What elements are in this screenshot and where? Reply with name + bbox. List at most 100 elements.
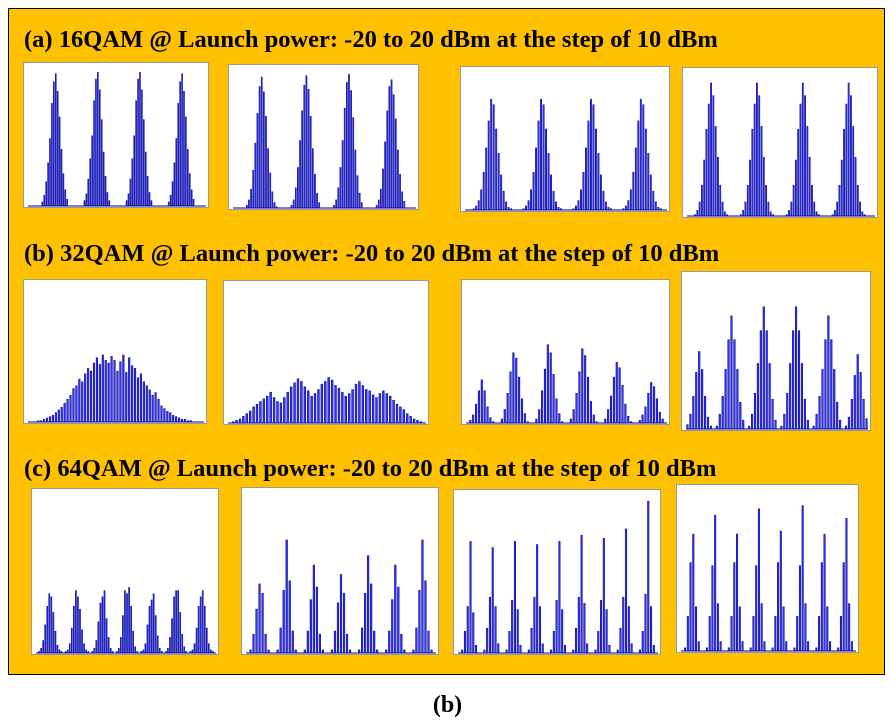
histogram-bar (637, 120, 640, 211)
histogram-bar (324, 381, 327, 424)
histogram-bar (318, 202, 321, 209)
histogram-bar (856, 184, 859, 217)
figure-panel: (a) 16QAM @ Launch power: -20 to 20 dBm … (8, 8, 885, 675)
histogram-bar (742, 419, 745, 430)
histogram-bar (505, 201, 508, 211)
histogram-bar (536, 544, 539, 654)
histogram-bar (267, 649, 270, 654)
histogram-bar (792, 184, 795, 217)
histogram-bar (271, 191, 274, 209)
histogram-bar (549, 352, 552, 424)
histogram-bar (171, 181, 174, 207)
histogram-bar (87, 651, 89, 654)
histogram-bar (92, 362, 96, 423)
histogram-bar (472, 612, 475, 654)
histogram-bar (95, 640, 98, 654)
histogram-bar (545, 128, 547, 211)
histogram-bar (267, 148, 269, 209)
histogram-bar (185, 651, 188, 654)
histogram-bar (335, 199, 338, 209)
histogram-bar (689, 413, 692, 430)
histogram-bar (533, 596, 536, 654)
histogram-bar (361, 627, 364, 654)
histogram-bar (806, 126, 809, 217)
histogram-bar (111, 651, 114, 654)
histogram-bar (344, 395, 347, 424)
histogram-bar (639, 99, 642, 211)
histogram-bar (760, 603, 763, 652)
histogram-bar (154, 615, 157, 654)
histogram-bar (212, 651, 214, 654)
histogram-bar (749, 647, 752, 652)
histogram-bar (180, 419, 184, 423)
histogram-bar (800, 363, 803, 430)
histogram-bar (188, 173, 191, 207)
histogram-bar (527, 200, 530, 211)
histogram-bar (844, 425, 848, 430)
histogram-bar (385, 649, 388, 654)
histogram-bar (77, 596, 79, 654)
histogram-bar (54, 630, 57, 654)
histogram-bar (345, 633, 349, 654)
histogram-bar (250, 188, 252, 209)
histogram-bar (175, 590, 177, 654)
histogram-bar (585, 147, 587, 211)
histogram-bar (56, 644, 59, 654)
histogram-bar (301, 110, 303, 209)
histogram-bar (64, 651, 67, 654)
histogram-bar (120, 637, 122, 654)
histogram-bar (795, 159, 797, 217)
histogram-bar (127, 193, 130, 207)
histogram-bar (337, 187, 340, 209)
histogram-bar (833, 369, 836, 430)
histogram-bar (416, 420, 419, 424)
histogram-bar (624, 205, 627, 211)
histogram-bar (145, 385, 148, 423)
histogram-bar (763, 641, 766, 652)
histogram-svg (681, 505, 856, 652)
histogram-bar (843, 128, 845, 217)
histogram-bar (169, 194, 172, 207)
histogram-bar (99, 89, 101, 207)
histogram-bar (834, 210, 836, 217)
histogram-bar (276, 649, 279, 654)
histogram-bar (578, 371, 581, 424)
histogram-bar (334, 385, 337, 424)
histogram-bar (492, 421, 495, 424)
histogram-bar (733, 562, 736, 652)
histogram-bar (771, 647, 774, 652)
histogram-bar (263, 91, 265, 209)
histogram-bar (753, 103, 756, 217)
histogram-bar (370, 583, 373, 654)
histogram-bar (786, 392, 789, 430)
histogram-bar (644, 406, 647, 424)
histogram-bar (305, 75, 308, 209)
histogram-bar (709, 425, 712, 430)
histogram-bar (303, 649, 306, 654)
histogram-bar (644, 128, 647, 211)
histogram-bar (276, 401, 279, 424)
histogram-bar (461, 649, 464, 654)
histogram-bar (388, 630, 391, 654)
histogram-bar (279, 402, 283, 424)
histogram-bar (380, 188, 382, 209)
histogram-bar (472, 208, 475, 211)
histogram-bar (852, 126, 855, 217)
histogram-bar (166, 411, 169, 423)
histogram-bar (695, 372, 698, 430)
histogram-bar (599, 174, 602, 211)
histogram-bar (829, 641, 832, 652)
histogram-bar (141, 89, 143, 207)
histogram-bar (602, 190, 605, 211)
histogram-bar (245, 413, 248, 424)
histogram-bar (727, 647, 730, 652)
histogram-bar (66, 398, 69, 423)
histogram-bar (719, 184, 722, 217)
histogram-bar (81, 629, 83, 654)
histogram-bar (48, 593, 51, 654)
histogram-bar (513, 541, 516, 654)
histogram-bar (727, 339, 730, 430)
histogram-bar (627, 200, 630, 211)
histogram-bar (190, 189, 193, 207)
histogram-bar (848, 603, 851, 652)
